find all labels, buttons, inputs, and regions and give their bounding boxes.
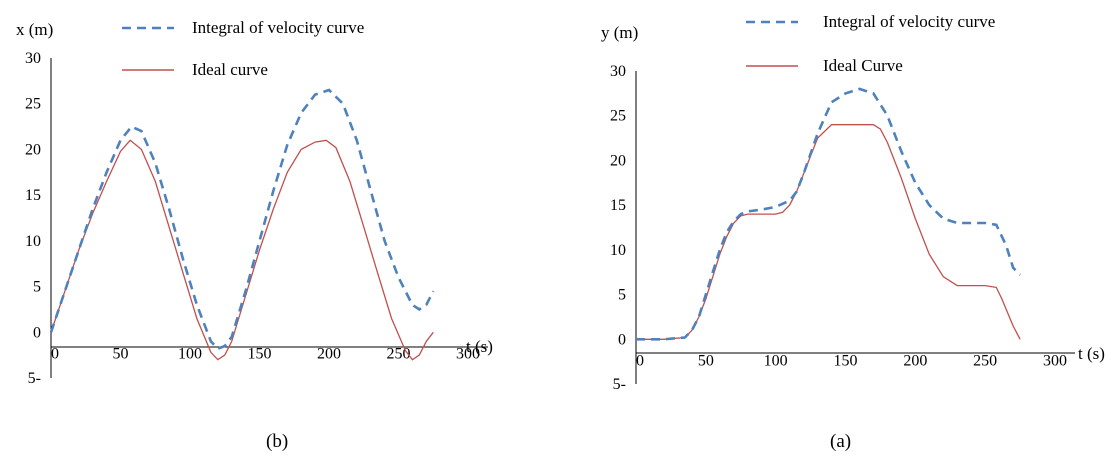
x-tick-label: 200	[317, 345, 341, 362]
x-tick-label: 200	[903, 352, 927, 369]
x-tick-label: 300	[456, 345, 480, 362]
y-ticks-b: 30 25 20 15 10 5 0 5-	[25, 50, 41, 387]
y-tick-label: 5	[33, 279, 41, 296]
x-ticks-b: 0 50 100 150 200 250 300	[51, 345, 480, 362]
caption-b: (b)	[266, 431, 288, 452]
series-ideal-line-a	[636, 124, 1021, 340]
legend-a: Integral of velocity curve Ideal Curve	[746, 12, 995, 75]
caption-a: (a)	[830, 431, 851, 452]
x-tick-label: 150	[248, 345, 272, 362]
y-tick-label: 25	[25, 96, 41, 113]
x-tick-label: 50	[113, 345, 129, 362]
y-tick-label: 25	[610, 108, 626, 125]
y-tick-label: 0	[33, 324, 41, 341]
series-integral-line-a	[636, 87, 1022, 341]
y-tick-label: 20	[25, 141, 41, 158]
y-tick-label: 10	[610, 242, 626, 259]
series-ideal-line-b	[50, 139, 434, 361]
y-tick-label: 15	[610, 197, 626, 214]
x-ticks-a: 0 50 100 150 200 250 300	[636, 352, 1067, 369]
y-axis-label-a: y (m)	[601, 23, 638, 42]
y-tick-label: 5-	[28, 370, 41, 387]
y-tick-label: 0	[618, 331, 626, 348]
x-tick-label: 250	[973, 352, 997, 369]
y-tick-label: 5-	[613, 376, 626, 393]
legend-label-ideal-a: Ideal Curve	[823, 56, 903, 75]
x-tick-label: 100	[178, 345, 202, 362]
legend-label-integral-b: Integral of velocity curve	[192, 18, 364, 37]
x-tick-label: 250	[387, 345, 411, 362]
y-tick-label: 30	[25, 50, 41, 67]
y-tick-label: 5	[618, 287, 626, 304]
x-tick-label: 50	[698, 352, 714, 369]
y-tick-label: 15	[25, 187, 41, 204]
x-tick-label: 300	[1043, 352, 1067, 369]
legend-b: Integral of velocity curve Ideal curve	[122, 18, 364, 79]
chart-a: y (m) Integral of velocity curve Ideal C…	[601, 12, 1105, 452]
x-axis-label-b: t (s)	[466, 337, 493, 356]
legend-label-integral-a: Integral of velocity curve	[823, 12, 995, 31]
x-tick-label: 0	[51, 345, 59, 362]
y-tick-label: 10	[25, 233, 41, 250]
series-integral-line-b	[49, 88, 435, 351]
x-tick-label: 100	[764, 352, 788, 369]
x-axis-label-a: t (s)	[1078, 344, 1105, 363]
y-tick-label: 20	[610, 152, 626, 169]
y-tick-label: 30	[610, 63, 626, 80]
y-ticks-a: 30 25 20 15 10 5 0 5-	[610, 63, 626, 393]
legend-label-ideal-b: Ideal curve	[192, 60, 268, 79]
x-tick-label: 0	[636, 352, 644, 369]
y-axis-label-b: x (m)	[16, 20, 53, 39]
x-tick-label: 150	[834, 352, 858, 369]
chart-b: x (m) Integral of velocity curve Ideal c…	[16, 18, 493, 452]
